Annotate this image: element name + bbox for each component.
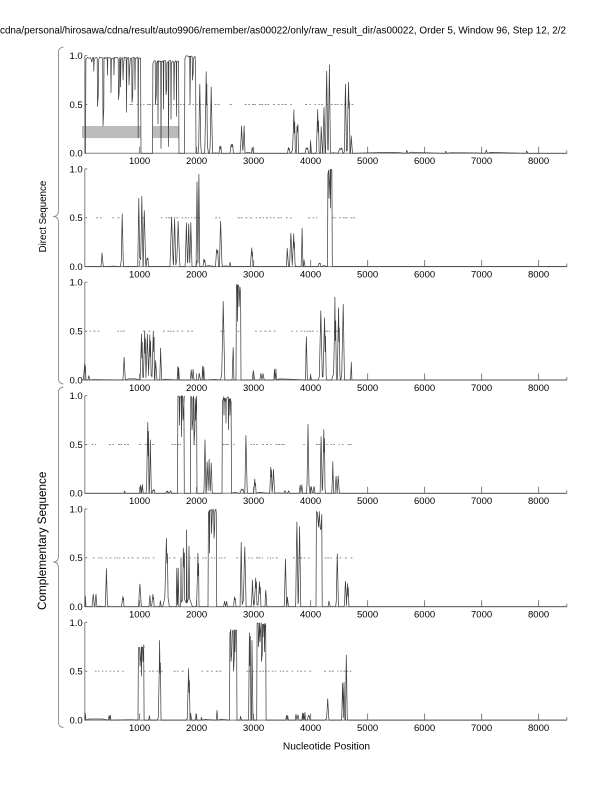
svg-text:6000: 6000	[414, 269, 435, 280]
svg-text:7000: 7000	[471, 269, 492, 280]
svg-text:8000: 8000	[528, 383, 549, 394]
svg-text:5000: 5000	[357, 269, 378, 280]
svg-text:2000: 2000	[186, 383, 207, 394]
svg-text:6000: 6000	[414, 383, 435, 394]
svg-text:1000: 1000	[129, 383, 150, 394]
svg-text:0.0: 0.0	[69, 375, 82, 386]
svg-text:1000: 1000	[129, 496, 150, 507]
svg-text:8000: 8000	[528, 723, 549, 734]
svg-text:1.0: 1.0	[69, 278, 82, 289]
svg-text:3000: 3000	[243, 496, 264, 507]
svg-text:0.5: 0.5	[69, 440, 82, 451]
svg-text:5000: 5000	[357, 383, 378, 394]
svg-text:Nucleotide Position: Nucleotide Position	[283, 741, 370, 752]
svg-text:7000: 7000	[471, 496, 492, 507]
svg-text:8000: 8000	[528, 496, 549, 507]
svg-text:3000: 3000	[243, 723, 264, 734]
svg-text:1000: 1000	[129, 269, 150, 280]
svg-text:7000: 7000	[471, 723, 492, 734]
svg-text:2000: 2000	[186, 610, 207, 621]
svg-text:8000: 8000	[528, 610, 549, 621]
svg-text:6000: 6000	[414, 156, 435, 167]
svg-text:4000: 4000	[300, 496, 321, 507]
svg-text:1000: 1000	[129, 723, 150, 734]
svg-text:4000: 4000	[300, 723, 321, 734]
svg-text:cdna/personal/hirosawa/cdna/re: cdna/personal/hirosawa/cdna/result/auto9…	[0, 26, 566, 37]
svg-text:0.0: 0.0	[69, 716, 82, 727]
svg-text:4000: 4000	[300, 383, 321, 394]
svg-text:Direct Sequence: Direct Sequence	[38, 181, 49, 253]
svg-text:1.0: 1.0	[69, 164, 82, 175]
svg-text:1000: 1000	[129, 156, 150, 167]
svg-text:1.0: 1.0	[69, 618, 82, 629]
svg-text:8000: 8000	[528, 156, 549, 167]
svg-text:8000: 8000	[528, 269, 549, 280]
svg-text:5000: 5000	[357, 610, 378, 621]
svg-text:1000: 1000	[129, 610, 150, 621]
svg-text:0.5: 0.5	[69, 327, 82, 338]
svg-text:3000: 3000	[243, 610, 264, 621]
svg-text:3000: 3000	[243, 269, 264, 280]
svg-text:6000: 6000	[414, 723, 435, 734]
svg-text:0.5: 0.5	[69, 553, 82, 564]
svg-text:4000: 4000	[300, 610, 321, 621]
svg-text:7000: 7000	[471, 156, 492, 167]
svg-text:0.0: 0.0	[69, 602, 82, 613]
svg-text:2000: 2000	[186, 496, 207, 507]
svg-text:0.0: 0.0	[69, 489, 82, 500]
svg-text:Complementary Sequence: Complementary Sequence	[36, 472, 49, 610]
svg-text:0.5: 0.5	[69, 100, 82, 111]
svg-text:5000: 5000	[357, 496, 378, 507]
svg-text:7000: 7000	[471, 610, 492, 621]
svg-text:7000: 7000	[471, 383, 492, 394]
svg-text:5000: 5000	[357, 723, 378, 734]
svg-text:2000: 2000	[186, 723, 207, 734]
svg-text:6000: 6000	[414, 496, 435, 507]
svg-text:0.0: 0.0	[69, 149, 82, 160]
svg-text:1.0: 1.0	[69, 391, 82, 402]
svg-text:4000: 4000	[300, 156, 321, 167]
svg-text:4000: 4000	[300, 269, 321, 280]
svg-text:1.0: 1.0	[69, 504, 82, 515]
svg-text:0.5: 0.5	[69, 213, 82, 224]
svg-text:3000: 3000	[243, 383, 264, 394]
svg-text:0.5: 0.5	[69, 667, 82, 678]
svg-text:1.0: 1.0	[69, 51, 82, 62]
svg-text:6000: 6000	[414, 610, 435, 621]
svg-text:2000: 2000	[186, 156, 207, 167]
svg-text:5000: 5000	[357, 156, 378, 167]
svg-text:3000: 3000	[243, 156, 264, 167]
svg-text:2000: 2000	[186, 269, 207, 280]
svg-text:0.0: 0.0	[69, 262, 82, 273]
